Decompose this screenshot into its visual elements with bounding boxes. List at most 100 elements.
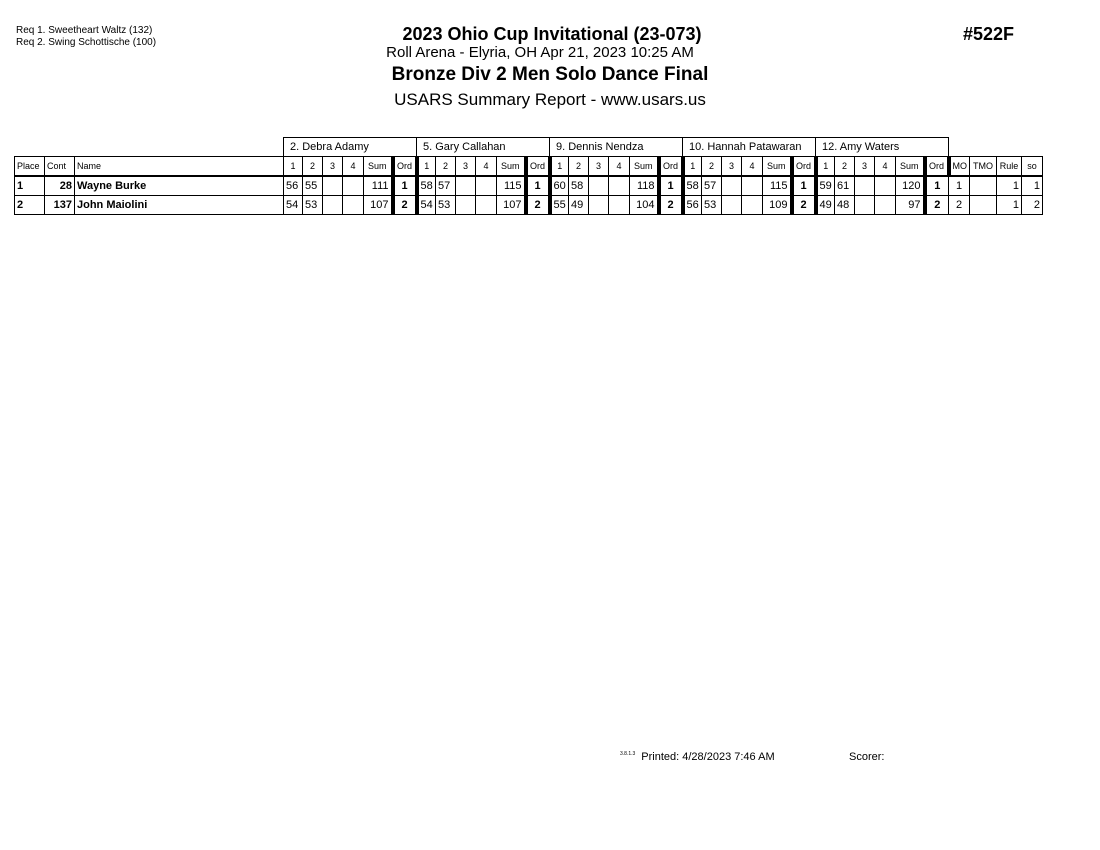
- col-ord: Ord: [789, 156, 816, 177]
- tmo: [969, 195, 997, 215]
- score-4: [741, 175, 763, 196]
- col-4: 4: [741, 156, 763, 177]
- col-2: 2: [568, 156, 589, 177]
- score-3: [455, 195, 476, 215]
- score-3: [455, 175, 476, 196]
- judge-name: 9. Dennis Nendza: [549, 137, 683, 157]
- score-1: 54: [283, 195, 303, 215]
- score-3: [322, 195, 343, 215]
- score-1: 60: [547, 175, 569, 196]
- col-4: 4: [874, 156, 896, 177]
- col-1: 1: [547, 156, 569, 177]
- rule: 1: [996, 195, 1022, 215]
- col-ord: Ord: [922, 156, 949, 177]
- contestant-number: 28: [44, 175, 75, 196]
- score-sum: 118: [629, 175, 659, 196]
- score-1: 58: [680, 175, 702, 196]
- score-2: 57: [701, 175, 722, 196]
- col-place: Place: [14, 156, 45, 177]
- score-4: [608, 195, 630, 215]
- col-name: Name: [74, 156, 284, 177]
- col-mo: MO: [946, 156, 970, 177]
- score-1: 54: [414, 195, 436, 215]
- judge-name: 5. Gary Callahan: [416, 137, 550, 157]
- col-sum: Sum: [363, 156, 393, 177]
- score-1: 58: [414, 175, 436, 196]
- score-1: 59: [813, 175, 835, 196]
- col-3: 3: [588, 156, 609, 177]
- col-4: 4: [608, 156, 630, 177]
- col-so: so: [1021, 156, 1043, 177]
- contestant-name: Wayne Burke: [74, 175, 284, 196]
- ordinal: 1: [656, 175, 683, 196]
- event-title: Bronze Div 2 Men Solo Dance Final: [391, 64, 709, 85]
- col-3: 3: [322, 156, 343, 177]
- score-sum: 97: [895, 195, 925, 215]
- place: 2: [14, 195, 45, 215]
- score-4: [874, 195, 896, 215]
- col-sum: Sum: [762, 156, 792, 177]
- printed-info: 3.8.1.3 Printed: 4/28/2023 7:46 AM: [620, 751, 775, 763]
- col-2: 2: [834, 156, 855, 177]
- spacer: [14, 137, 284, 157]
- judge-name: 12. Amy Waters: [815, 137, 949, 157]
- col-4: 4: [475, 156, 497, 177]
- results-table: 2. Debra Adamy 5. Gary Callahan 9. Dennis …: [14, 137, 1043, 215]
- score-2: 57: [435, 175, 456, 196]
- col-2: 2: [302, 156, 323, 177]
- judge-name: 2. Debra Adamy: [283, 137, 417, 157]
- contestant-number: 137: [44, 195, 75, 215]
- judge-name: 10. Hannah Patawaran: [682, 137, 816, 157]
- table-row: 1 28 Wayne Burke 56 55 111 1 58 57 115 1 60 58 118 1 58…: [14, 175, 1043, 196]
- col-rule: Rule: [996, 156, 1022, 177]
- col-3: 3: [455, 156, 476, 177]
- rule: 1: [996, 175, 1022, 196]
- tmo: [969, 175, 997, 196]
- col-ord: Ord: [523, 156, 550, 177]
- score-4: [608, 175, 630, 196]
- score-3: [721, 195, 742, 215]
- score-sum: 115: [496, 175, 526, 196]
- ordinal: 1: [523, 175, 550, 196]
- col-1: 1: [414, 156, 436, 177]
- score-1: 55: [547, 195, 569, 215]
- score-sum: 107: [363, 195, 393, 215]
- competition-title: 2023 Ohio Cup Invitational (23-073): [402, 24, 702, 44]
- event-number: #522F: [963, 24, 1015, 44]
- venue-date: Roll Arena - Elyria, OH Apr 21, 2023 10:…: [386, 44, 694, 61]
- score-3: [588, 175, 609, 196]
- score-2: 48: [834, 195, 855, 215]
- col-sum: Sum: [629, 156, 659, 177]
- spacer: [948, 137, 1043, 157]
- ordinal: 1: [922, 175, 949, 196]
- col-3: 3: [721, 156, 742, 177]
- mo: 1: [948, 175, 970, 196]
- score-3: [322, 175, 343, 196]
- version: 3.8.1.3: [620, 751, 636, 757]
- score-2: 53: [302, 195, 323, 215]
- score-sum: 109: [762, 195, 792, 215]
- score-4: [874, 175, 896, 196]
- col-tmo: TMO: [969, 156, 997, 177]
- ordinal: 2: [656, 195, 683, 215]
- score-sum: 115: [762, 175, 792, 196]
- ordinal: 2: [523, 195, 550, 215]
- score-sum: 111: [363, 175, 393, 196]
- score-2: 49: [568, 195, 589, 215]
- contestant-name: John Maiolini: [74, 195, 284, 215]
- score-1: 56: [680, 195, 702, 215]
- score-2: 53: [435, 195, 456, 215]
- table-row: 2 137 John Maiolini 54 53 107 2 54 53 107 2 55 49 104…: [14, 195, 1043, 215]
- col-ord: Ord: [390, 156, 417, 177]
- score-2: 61: [834, 175, 855, 196]
- ordinal: 2: [789, 195, 816, 215]
- place: 1: [14, 175, 45, 196]
- score-3: [588, 195, 609, 215]
- col-sum: Sum: [895, 156, 925, 177]
- score-4: [741, 195, 763, 215]
- col-3: 3: [854, 156, 875, 177]
- requirement-1: Req 1. Sweetheart Waltz (132): [16, 25, 153, 36]
- printed-date: Printed: 4/28/2023 7:46 AM: [641, 751, 775, 763]
- col-2: 2: [435, 156, 456, 177]
- col-1: 1: [283, 156, 303, 177]
